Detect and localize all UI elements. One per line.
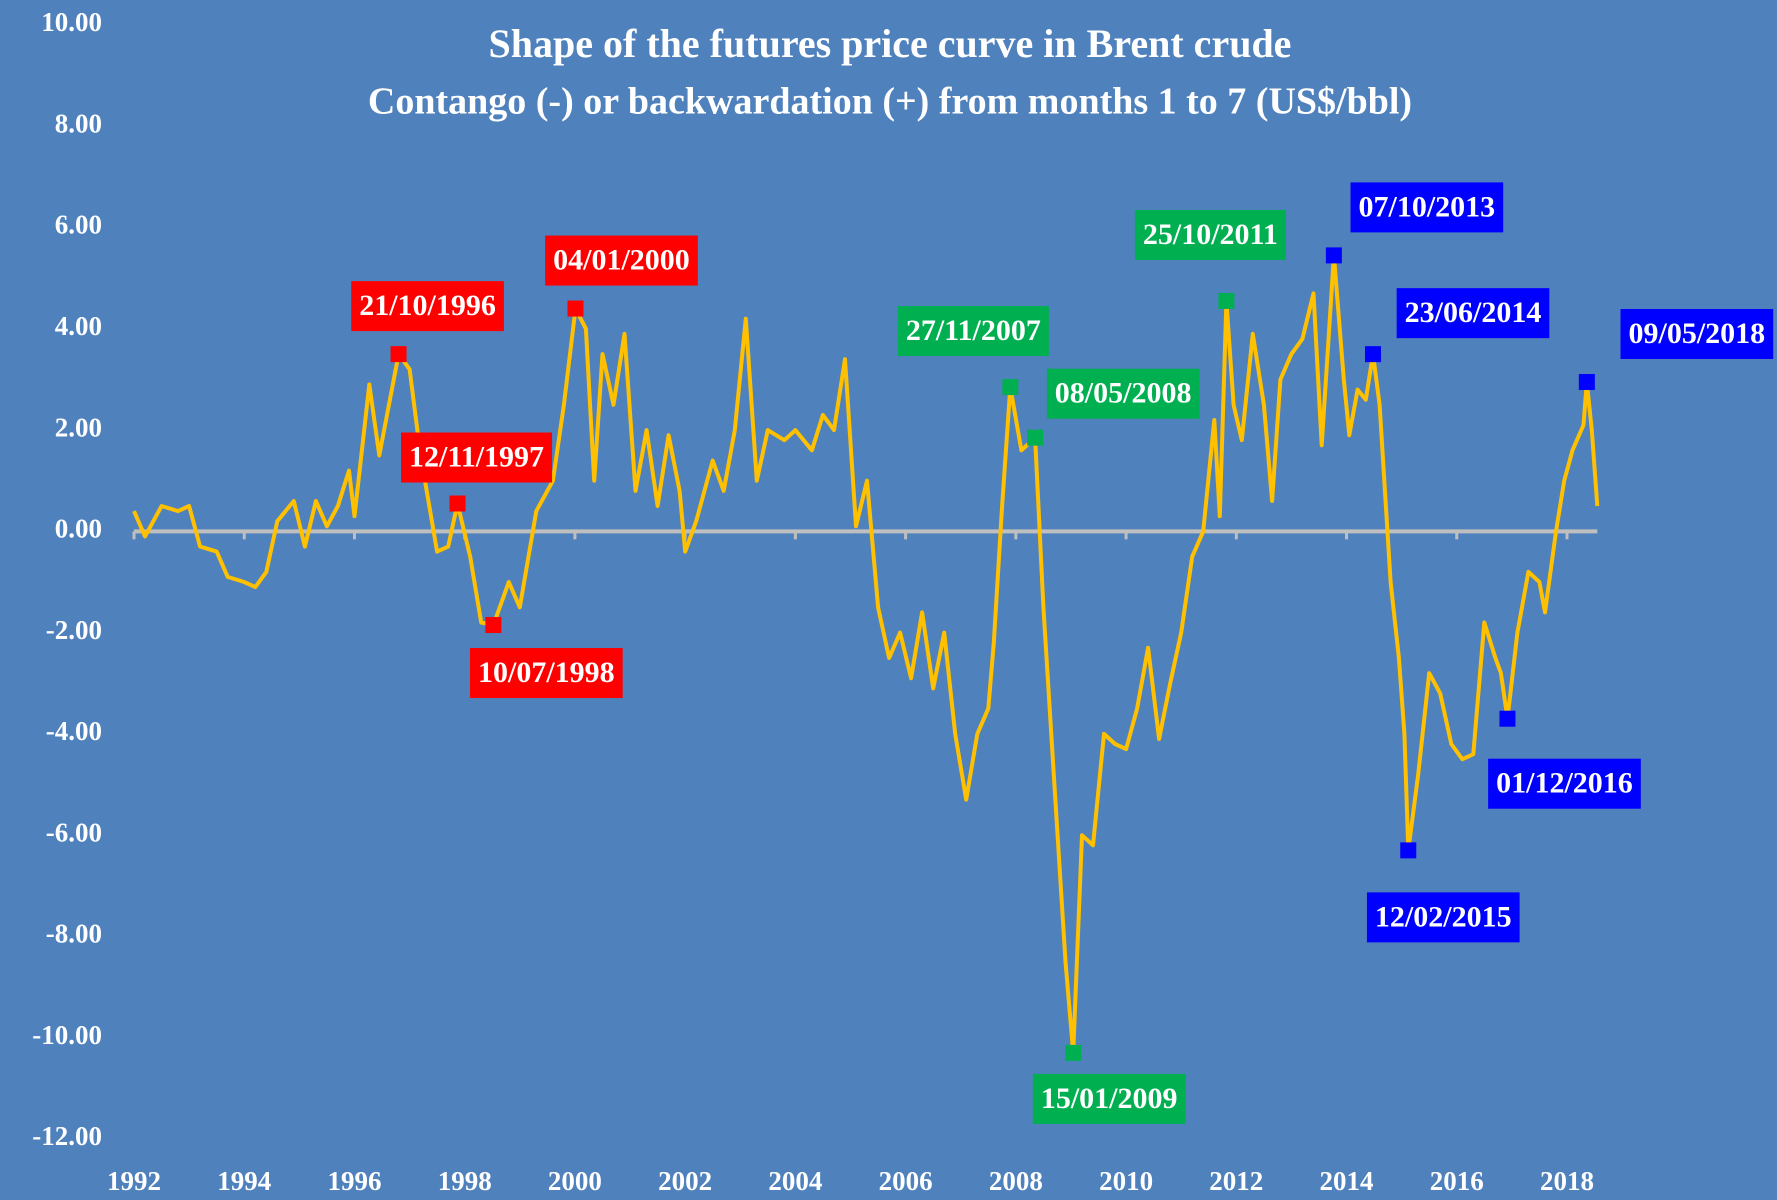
annotation-label: 07/10/2013 <box>1359 190 1496 223</box>
annotation-marker <box>1325 247 1342 264</box>
annotation-label: 09/05/2018 <box>1629 317 1766 350</box>
chart-subtitle: Contango (-) or backwardation (+) from m… <box>368 81 1412 123</box>
annotation-label: 12/11/1997 <box>409 440 544 473</box>
annotation-label: 10/07/1998 <box>478 656 615 689</box>
annotation-box <box>1046 368 1200 419</box>
annotation-marker <box>449 495 466 512</box>
annotation-marker <box>1218 292 1235 309</box>
annotation-box <box>470 648 623 699</box>
annotation-label: 25/10/2011 <box>1143 218 1278 251</box>
annotation-box <box>1134 209 1286 260</box>
annotation-box <box>401 432 553 483</box>
annotation-box <box>1488 758 1641 809</box>
annotation-box <box>1620 308 1774 359</box>
annotation-marker <box>1499 710 1516 727</box>
annotation-label: 01/12/2016 <box>1496 767 1633 800</box>
y-tick-label: 10.00 <box>41 7 102 37</box>
annotation-marker <box>1578 373 1595 390</box>
annotation-marker <box>1002 379 1019 396</box>
annotation-label: 27/11/2007 <box>906 314 1041 347</box>
annotation-marker <box>567 300 584 317</box>
x-tick-label: 2016 <box>1430 1166 1484 1196</box>
annotation-marker <box>1364 346 1381 363</box>
y-tick-label: 2.00 <box>55 412 102 442</box>
x-tick-label: 2010 <box>1099 1166 1153 1196</box>
y-tick-label: 4.00 <box>55 311 102 341</box>
y-tick-label: -10.00 <box>32 1020 102 1050</box>
annotation-box <box>351 281 504 332</box>
annotation-box <box>1396 288 1550 339</box>
annotation-marker <box>1027 429 1044 446</box>
y-tick-label: -8.00 <box>46 919 102 949</box>
annotation-box <box>1032 1073 1186 1124</box>
annotation-label: 08/05/2008 <box>1055 377 1192 410</box>
x-tick-label: 2006 <box>879 1166 933 1196</box>
annotation-box <box>1350 182 1504 233</box>
x-tick-label: 2000 <box>548 1166 602 1196</box>
x-tick-label: 2018 <box>1540 1166 1594 1196</box>
annotation-label: 15/01/2009 <box>1041 1082 1178 1115</box>
x-tick-label: 2008 <box>989 1166 1043 1196</box>
annotation-marker <box>485 617 502 634</box>
annotation-label: 12/02/2015 <box>1375 900 1512 933</box>
annotation-box <box>545 235 698 286</box>
annotation-box <box>1366 892 1520 943</box>
annotation-box <box>897 306 1049 357</box>
x-tick-label: 1992 <box>107 1166 161 1196</box>
x-tick-label: 1998 <box>438 1166 492 1196</box>
annotation-label: 23/06/2014 <box>1405 296 1542 329</box>
y-tick-label: 8.00 <box>55 108 102 138</box>
annotation-marker <box>1400 842 1417 859</box>
chart-title: Shape of the futures price curve in Bren… <box>489 21 1292 66</box>
x-tick-label: 2004 <box>768 1166 822 1196</box>
annotation-label: 21/10/1996 <box>359 289 496 322</box>
annotation-marker <box>1065 1044 1082 1061</box>
x-tick-label: 2014 <box>1320 1166 1374 1196</box>
y-tick-label: -2.00 <box>46 615 102 645</box>
y-tick-label: -12.00 <box>32 1121 102 1151</box>
y-tick-label: -4.00 <box>46 716 102 746</box>
x-tick-label: 2002 <box>658 1166 712 1196</box>
y-tick-label: 6.00 <box>55 210 102 240</box>
x-tick-label: 1994 <box>217 1166 271 1196</box>
x-tick-label: 2012 <box>1209 1166 1263 1196</box>
annotation-label: 04/01/2000 <box>553 243 690 276</box>
y-tick-label: -6.00 <box>46 817 102 847</box>
y-tick-label: 0.00 <box>55 514 102 544</box>
annotation-marker <box>390 346 407 363</box>
x-tick-label: 1996 <box>327 1166 381 1196</box>
